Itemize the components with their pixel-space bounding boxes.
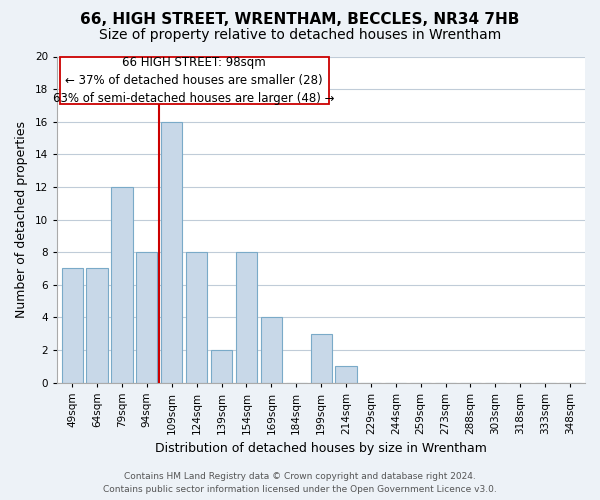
Text: 66 HIGH STREET: 98sqm
← 37% of detached houses are smaller (28)
63% of semi-deta: 66 HIGH STREET: 98sqm ← 37% of detached … <box>53 56 335 105</box>
Bar <box>112 187 133 382</box>
Bar <box>186 252 207 382</box>
Bar <box>86 268 107 382</box>
FancyBboxPatch shape <box>60 58 329 104</box>
Text: Contains HM Land Registry data © Crown copyright and database right 2024.
Contai: Contains HM Land Registry data © Crown c… <box>103 472 497 494</box>
Bar <box>335 366 356 382</box>
Text: 66, HIGH STREET, WRENTHAM, BECCLES, NR34 7HB: 66, HIGH STREET, WRENTHAM, BECCLES, NR34… <box>80 12 520 28</box>
Bar <box>311 334 332 382</box>
Bar <box>161 122 182 382</box>
Text: Size of property relative to detached houses in Wrentham: Size of property relative to detached ho… <box>99 28 501 42</box>
Bar <box>261 318 282 382</box>
X-axis label: Distribution of detached houses by size in Wrentham: Distribution of detached houses by size … <box>155 442 487 455</box>
Y-axis label: Number of detached properties: Number of detached properties <box>15 121 28 318</box>
Bar <box>236 252 257 382</box>
Bar <box>136 252 157 382</box>
Bar <box>62 268 83 382</box>
Bar <box>211 350 232 382</box>
